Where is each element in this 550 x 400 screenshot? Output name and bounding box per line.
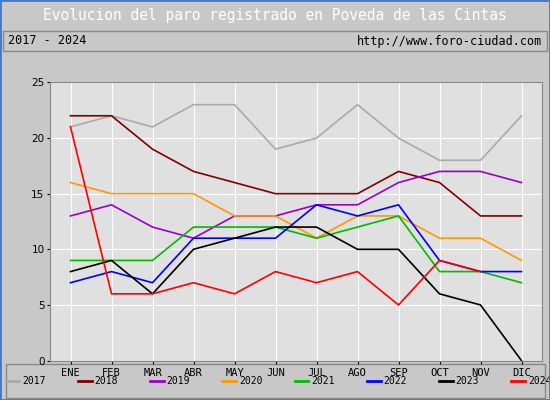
Text: 2023: 2023	[456, 376, 479, 386]
Text: 2017 - 2024: 2017 - 2024	[8, 34, 87, 48]
Text: 2018: 2018	[94, 376, 118, 386]
Text: 2022: 2022	[383, 376, 407, 386]
Bar	[6, 364, 544, 398]
Text: 2024: 2024	[528, 376, 550, 386]
Text: 2020: 2020	[239, 376, 262, 386]
Text: 2017: 2017	[22, 376, 46, 386]
Text: 2021: 2021	[311, 376, 334, 386]
Text: http://www.foro-ciudad.com: http://www.foro-ciudad.com	[356, 34, 542, 48]
Text: 2019: 2019	[167, 376, 190, 386]
Text: Evolucion del paro registrado en Poveda de las Cintas: Evolucion del paro registrado en Poveda …	[43, 8, 507, 23]
